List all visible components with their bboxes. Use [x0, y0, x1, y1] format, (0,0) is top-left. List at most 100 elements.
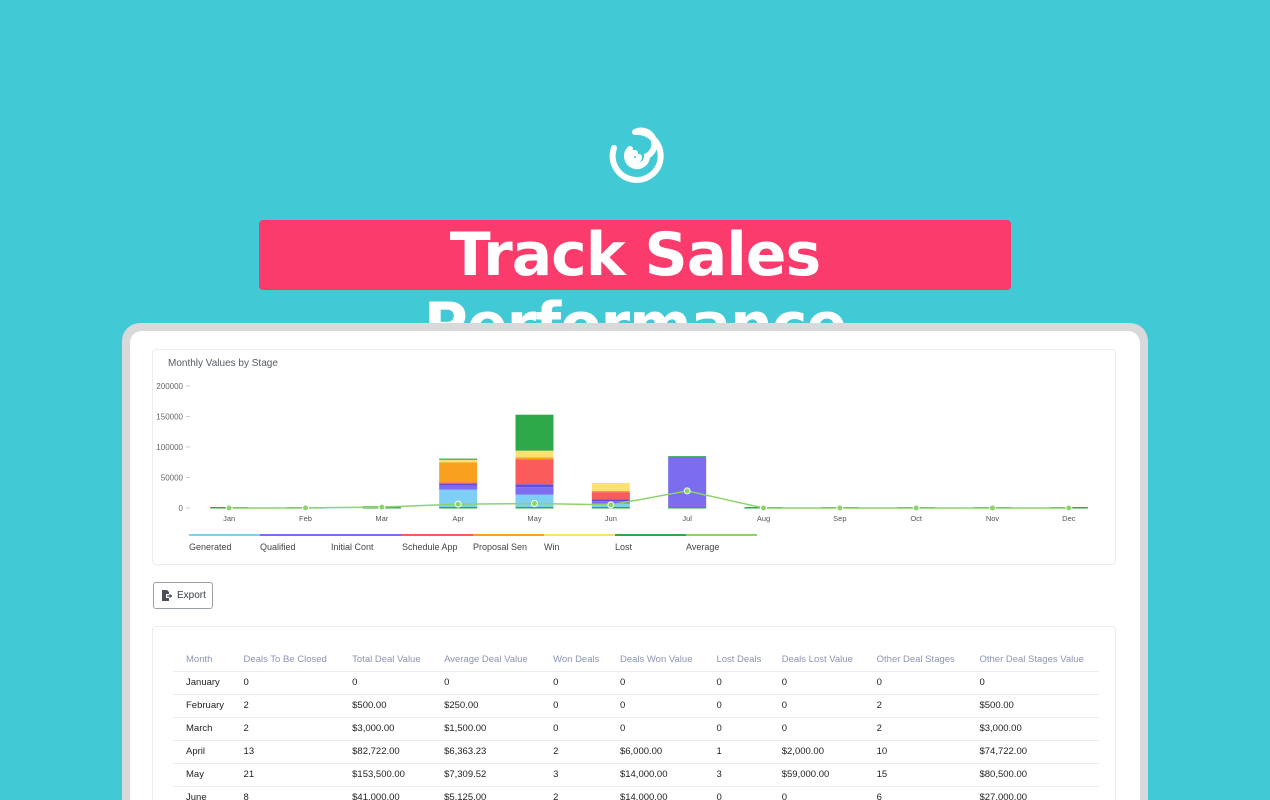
bar-segment	[515, 487, 554, 495]
table-header-row: Month Deals To Be Closed Total Deal Value A…	[173, 649, 1099, 672]
table-row: February 2 $500.00 $250.00 0 0 0 0 2 $500.00	[173, 694, 1099, 718]
bar-segment	[439, 462, 478, 483]
column-header[interactable]: Won Deals	[540, 649, 607, 672]
export-label: Export	[177, 590, 206, 601]
table-cell: $250.00	[431, 694, 541, 718]
x-tick-label: Sep	[833, 514, 846, 523]
table-cell: 0	[339, 671, 432, 695]
table-cell: $5,125.00	[431, 786, 541, 800]
table-cell: 3	[540, 763, 607, 787]
table-cell: 0	[606, 717, 704, 741]
table-cell: 2	[230, 717, 340, 741]
average-point	[454, 500, 462, 508]
bar-segment	[515, 457, 554, 460]
column-header[interactable]: Lost Deals	[703, 649, 769, 672]
table-cell: $27,000.00	[966, 786, 1099, 800]
x-tick-label: Nov	[986, 514, 1000, 523]
legend-swatch	[473, 534, 544, 536]
table-cell: 6	[863, 786, 967, 800]
average-point	[912, 504, 920, 512]
y-tick-label: 200000	[156, 382, 183, 391]
legend-swatch	[260, 534, 331, 536]
table-cell: 2	[540, 786, 607, 800]
table-cell: June	[173, 786, 231, 800]
legend-swatch	[615, 534, 686, 536]
column-header[interactable]: Other Deal Stages	[863, 649, 967, 672]
bar-segment	[591, 490, 630, 493]
table-cell: $2,000.00	[768, 740, 864, 764]
monthly-summary-table: Month Deals To Be Closed Total Deal Value A…	[173, 649, 1099, 800]
table-cell: 2	[230, 694, 340, 718]
table-cell: 8	[230, 786, 340, 800]
bar-segment	[515, 484, 554, 488]
table-cell: May	[173, 763, 231, 787]
table-cell: $14,000.00	[606, 763, 704, 787]
bar-segment	[591, 482, 630, 491]
legend-swatch	[189, 534, 260, 536]
table-cell: 0	[768, 694, 864, 718]
swirl-logo-icon	[609, 127, 664, 183]
table-cell: 3	[703, 763, 769, 787]
table-cell: $3,000.00	[966, 717, 1099, 741]
table-cell: $59,000.00	[768, 763, 864, 787]
table-cell: 2	[863, 717, 967, 741]
column-header[interactable]: Total Deal Value	[339, 649, 432, 672]
table-cell: 0	[540, 717, 607, 741]
average-point	[378, 503, 386, 511]
page-title: Track Sales Performance	[259, 220, 1011, 360]
table-cell: 2	[540, 740, 607, 764]
table-cell: 10	[863, 740, 967, 764]
table-row: June 8 $41,000.00 $5,125.00 2 $14,000.00 0 0 6 $2…	[173, 786, 1099, 800]
column-header[interactable]: Average Deal Value	[431, 649, 541, 672]
average-point	[683, 487, 691, 495]
legend-label: Average	[686, 542, 720, 552]
x-tick-label: Mar	[375, 514, 388, 523]
table-row: April 13 $82,722.00 $6,363.23 2 $6,000.00 1 $2,…	[173, 740, 1099, 764]
table-cell: $6,000.00	[606, 740, 704, 764]
table-cell: 2	[863, 694, 967, 718]
table-cell: 0	[540, 671, 607, 695]
bar-segment	[668, 456, 707, 458]
average-point	[1065, 504, 1073, 512]
column-header[interactable]: Month	[173, 649, 231, 672]
bar-segment	[439, 458, 478, 460]
bar-segment	[439, 483, 478, 486]
y-tick-label: 50000	[161, 474, 184, 483]
table-cell: March	[173, 717, 231, 741]
average-point	[302, 504, 309, 512]
x-tick-label: Jan	[223, 514, 235, 523]
table-cell: 0	[703, 694, 769, 718]
table-cell: 0	[966, 671, 1099, 695]
bar-segment	[515, 414, 554, 451]
x-tick-label: Oct	[910, 514, 923, 523]
table-cell: 15	[863, 763, 967, 787]
bar-segment	[591, 499, 630, 502]
dashboard-panel: Monthly Values by Stage 200000 150000 1000…	[130, 331, 1140, 800]
table-cell: $80,500.00	[966, 763, 1099, 787]
average-point	[836, 504, 844, 512]
x-tick-label: May	[527, 514, 541, 523]
bar-segment	[439, 482, 478, 484]
column-header[interactable]: Deals Lost Value	[768, 649, 864, 672]
bar-segment	[515, 459, 554, 485]
y-tick-label: 150000	[156, 413, 183, 422]
legend-label: Schedule App	[402, 542, 458, 552]
legend-swatch	[402, 534, 473, 536]
export-button[interactable]: Export	[153, 582, 213, 609]
average-point	[225, 504, 233, 512]
chart-card: Monthly Values by Stage 200000 150000 1000…	[152, 349, 1116, 565]
table-cell: 0	[540, 694, 607, 718]
table-cell: 0	[606, 694, 704, 718]
stacked-bar-chart: 200000 150000 100000 50000 0 Jan Feb Mar Apr May J…	[156, 382, 1088, 523]
average-point	[531, 500, 538, 508]
column-header[interactable]: Deals To Be Closed	[230, 649, 340, 672]
table-cell: $1,500.00	[431, 717, 541, 741]
column-header[interactable]: Deals Won Value	[606, 649, 704, 672]
table-cell: 0	[863, 671, 967, 695]
chart-title: Monthly Values by Stage	[168, 358, 278, 369]
column-header[interactable]: Other Deal Stages Value	[966, 649, 1099, 672]
table-cell: 0	[230, 671, 340, 695]
table-cell: 0	[431, 671, 541, 695]
legend-swatch	[331, 534, 402, 536]
bar-baseline	[668, 507, 707, 509]
